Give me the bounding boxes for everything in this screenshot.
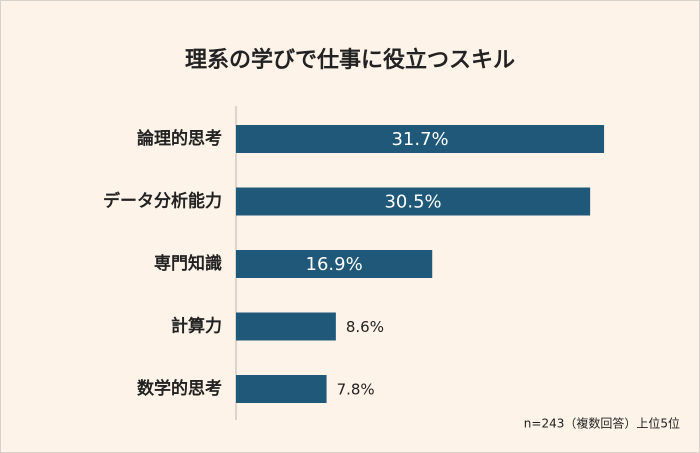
category-label: データ分析能力 — [103, 191, 222, 212]
bar — [236, 312, 336, 341]
bar — [236, 125, 605, 153]
bar — [236, 187, 591, 216]
value-label: 16.9% — [306, 254, 363, 275]
category-label: 計算力 — [171, 316, 222, 337]
note: n=243（複数回答）上位5位 — [524, 416, 680, 431]
chart-title: 理系の学びで仕事に役立つスキル — [185, 47, 515, 73]
category-label: 論理的思考 — [137, 128, 222, 149]
value-label: 31.7% — [391, 129, 448, 150]
bar — [236, 250, 433, 278]
value-label: 7.8% — [337, 381, 375, 399]
bar — [236, 375, 327, 403]
value-label: 8.6% — [346, 318, 384, 336]
value-label: 30.5% — [384, 192, 441, 213]
category-label: 専門知識 — [154, 253, 222, 274]
category-label: 数学的思考 — [137, 378, 222, 399]
